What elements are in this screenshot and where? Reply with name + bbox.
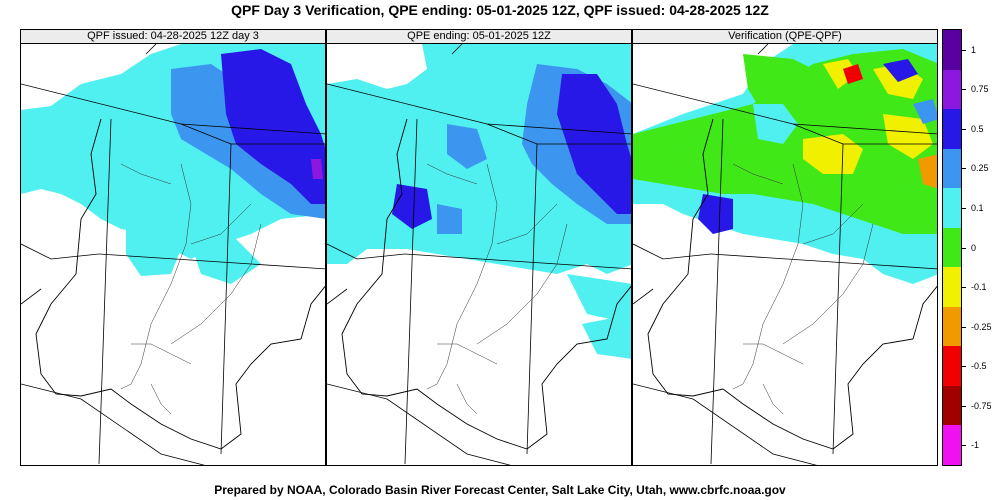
colorbar-tick-label: 0.1: [971, 202, 984, 213]
colorbar-tick: [962, 366, 966, 368]
colorbar-segment: [943, 69, 961, 110]
footer-credit: Prepared by NOAA, Colorado Basin River F…: [214, 483, 786, 497]
basin-boundary: [341, 118, 631, 450]
qpf-map-panel: QPF issued: 04-28-2025 12Z day 3: [20, 29, 326, 466]
verification-plus-0.5: [698, 194, 733, 234]
precip-0.1-area: [191, 239, 261, 284]
state-boundaries: [327, 44, 631, 465]
rivers: [426, 163, 568, 415]
basin-boundary: [35, 118, 325, 450]
colorbar-segment: [943, 188, 961, 229]
verification-map: [633, 44, 937, 465]
colorbar-segment: [943, 109, 961, 150]
colorbar-tick: [962, 128, 966, 130]
qpe-panel-label: QPE ending: 05-01-2025 12Z: [327, 30, 631, 44]
colorbar-tick-label: -0.25: [971, 321, 992, 332]
colorbar-tick-label: -1: [971, 440, 980, 451]
colorbar-tick: [962, 405, 966, 407]
colorbar-tick-label: 0: [971, 242, 977, 253]
colorbar-segment: [943, 30, 961, 70]
figure-title: QPF Day 3 Verification, QPE ending: 05-0…: [231, 2, 769, 18]
rivers: [732, 163, 874, 415]
colorbar-tick-label: 1: [971, 44, 977, 55]
colorbar-tick-label: 0.25: [971, 163, 989, 174]
colorbar-segment: [943, 425, 961, 466]
colorbar-segment: [943, 227, 961, 268]
colorbar-tick: [962, 49, 966, 51]
verification-0-to-0.1: [753, 104, 798, 144]
verification-minus-0.5: [918, 154, 937, 189]
qpe-map-panel: QPE ending: 05-01-2025 12Z: [326, 29, 632, 466]
colorbar-tick-label: 0.75: [971, 84, 989, 95]
precip-0.1-area: [582, 314, 631, 359]
colorbar-tick-label: -0.75: [971, 400, 992, 411]
qpe-map: [327, 44, 631, 465]
qpf-map: [21, 44, 325, 465]
colorbar-tick: [962, 287, 966, 289]
verification-panel-label: Verification (QPE-QPF): [633, 30, 937, 44]
precip-0.5-area: [392, 184, 432, 229]
verification-map-panel: Verification (QPE-QPF): [632, 29, 938, 466]
verification-plus-0.25: [913, 99, 937, 124]
precip-0.75-area: [311, 159, 323, 179]
colorbar-segment: [943, 385, 961, 426]
colorbar-tick-label: -0.5: [971, 361, 987, 372]
verification-plus-0.5: [883, 59, 918, 82]
colorbar-tick: [962, 445, 966, 447]
colorbar-tick: [962, 326, 966, 328]
qpf-panel-label: QPF issued: 04-28-2025 12Z day 3: [21, 30, 325, 44]
colorbar-segment: [943, 267, 961, 308]
precip-0.1-area: [126, 219, 181, 276]
colorbar-segment: [943, 306, 961, 347]
rivers: [120, 163, 262, 415]
colorbar: [942, 29, 962, 466]
no-precip-area: [327, 44, 427, 89]
verification-minus-0.25: [883, 114, 933, 159]
colorbar-tick: [962, 247, 966, 249]
colorbar-tick-label: -0.1: [971, 282, 987, 293]
verification-minus-0.25: [823, 59, 858, 89]
colorbar-tick: [962, 207, 966, 209]
basin-boundary: [647, 118, 937, 450]
colorbar-segment: [943, 148, 961, 189]
colorbar-tick: [962, 168, 966, 170]
colorbar-segment: [943, 346, 961, 387]
state-boundaries: [21, 44, 325, 465]
precip-0.5-area: [221, 49, 325, 204]
colorbar-tick: [962, 89, 966, 91]
precip-0.25-area: [437, 204, 462, 234]
precip-0.25-area: [447, 124, 487, 169]
verification-minus-0.75: [843, 64, 863, 84]
verification-minus-0.1: [633, 49, 937, 234]
colorbar-tick-label: 0.5: [971, 123, 984, 134]
